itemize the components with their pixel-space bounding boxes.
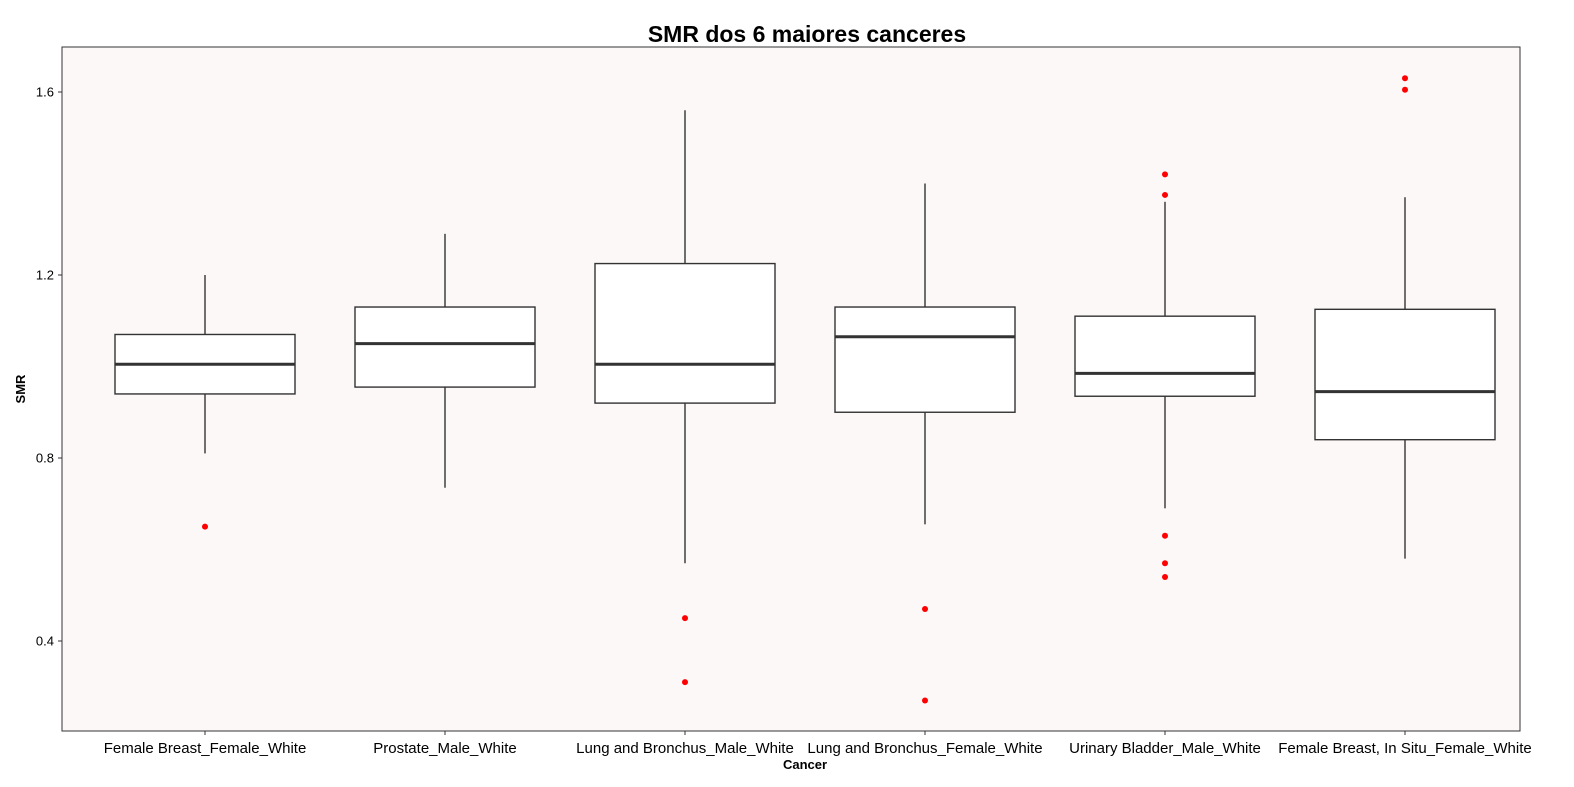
- box-1: [354, 306, 536, 388]
- x-tick-label-1: Prostate_Male_White: [373, 740, 516, 757]
- box-5: [1314, 308, 1496, 441]
- box-3: [834, 306, 1016, 413]
- outlier-5-0: [1402, 75, 1408, 82]
- outlier-4-1: [1162, 191, 1168, 198]
- outlier-3-0: [922, 605, 928, 612]
- outlier-4-0: [1162, 171, 1168, 178]
- y-tick-label-2: 1.2: [36, 268, 54, 283]
- outlier-3-1: [922, 697, 928, 704]
- outlier-4-4: [1162, 573, 1168, 580]
- x-tick-label-2: Lung and Bronchus_Male_White: [576, 740, 794, 757]
- y-axis: 0.4 0.8 1.2 1.6: [36, 85, 62, 649]
- boxes-layer: [114, 75, 1496, 704]
- outlier-2-1: [682, 679, 688, 686]
- plot-panel: [61, 46, 1521, 732]
- box-group-1: [354, 233, 536, 488]
- y-tick-label-0: 0.4: [36, 634, 54, 649]
- y-tick-label-3: 1.6: [36, 85, 54, 100]
- box-group-0: [114, 275, 296, 530]
- x-axis-title: Cancer: [783, 757, 827, 772]
- box-group-5: [1314, 75, 1496, 559]
- x-tick-label-5: Female Breast, In Situ_Female_White: [1278, 740, 1531, 757]
- box-2: [594, 262, 776, 404]
- box-group-2: [594, 110, 776, 686]
- y-axis-title: SMR: [13, 374, 28, 404]
- y-tick-label-1: 0.8: [36, 451, 54, 466]
- x-tick-label-4: Urinary Bladder_Male_White: [1069, 740, 1261, 757]
- outlier-2-0: [682, 615, 688, 622]
- box-group-3: [834, 183, 1016, 704]
- box-group-4: [1074, 171, 1256, 580]
- box-4: [1074, 315, 1256, 397]
- chart-title: SMR dos 6 maiores canceres: [648, 21, 966, 47]
- x-axis: Female Breast_Female_White Prostate_Male_…: [104, 731, 1532, 757]
- outlier-4-2: [1162, 532, 1168, 539]
- x-tick-label-0: Female Breast_Female_White: [104, 740, 307, 757]
- x-tick-label-3: Lung and Bronchus_Female_White: [807, 740, 1042, 757]
- outlier-4-3: [1162, 560, 1168, 567]
- outlier-5-1: [1402, 86, 1408, 93]
- outlier-0-0: [202, 523, 208, 530]
